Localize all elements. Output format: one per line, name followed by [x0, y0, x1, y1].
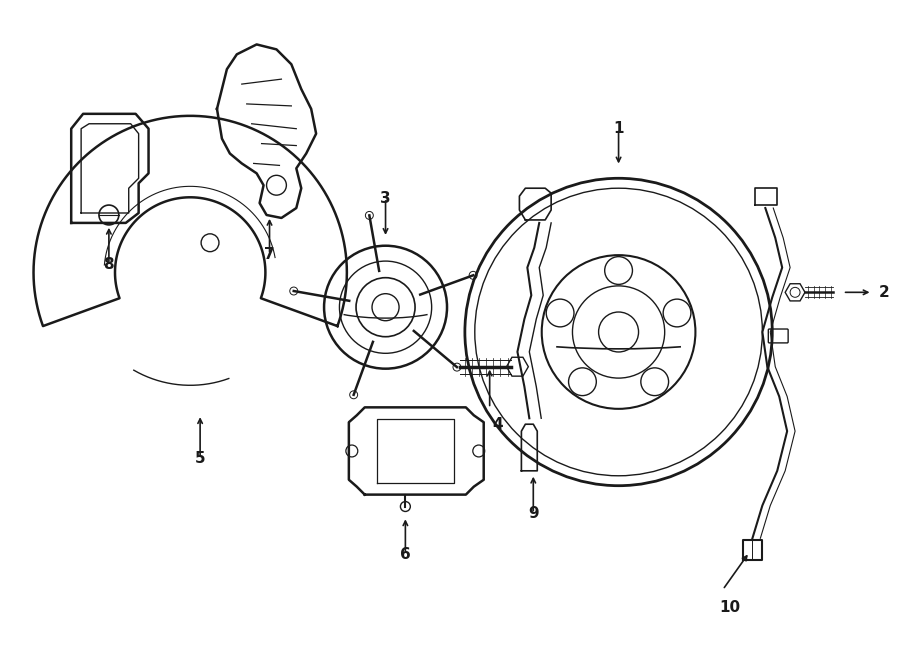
Text: 8: 8	[104, 257, 114, 272]
Text: 3: 3	[380, 191, 391, 206]
Text: 5: 5	[194, 451, 205, 467]
Text: 7: 7	[265, 247, 274, 262]
Text: 4: 4	[492, 416, 503, 432]
Text: 9: 9	[528, 506, 538, 521]
Text: 2: 2	[879, 285, 890, 300]
Text: 6: 6	[400, 547, 410, 561]
Text: 1: 1	[613, 121, 624, 136]
Text: 10: 10	[719, 600, 740, 615]
